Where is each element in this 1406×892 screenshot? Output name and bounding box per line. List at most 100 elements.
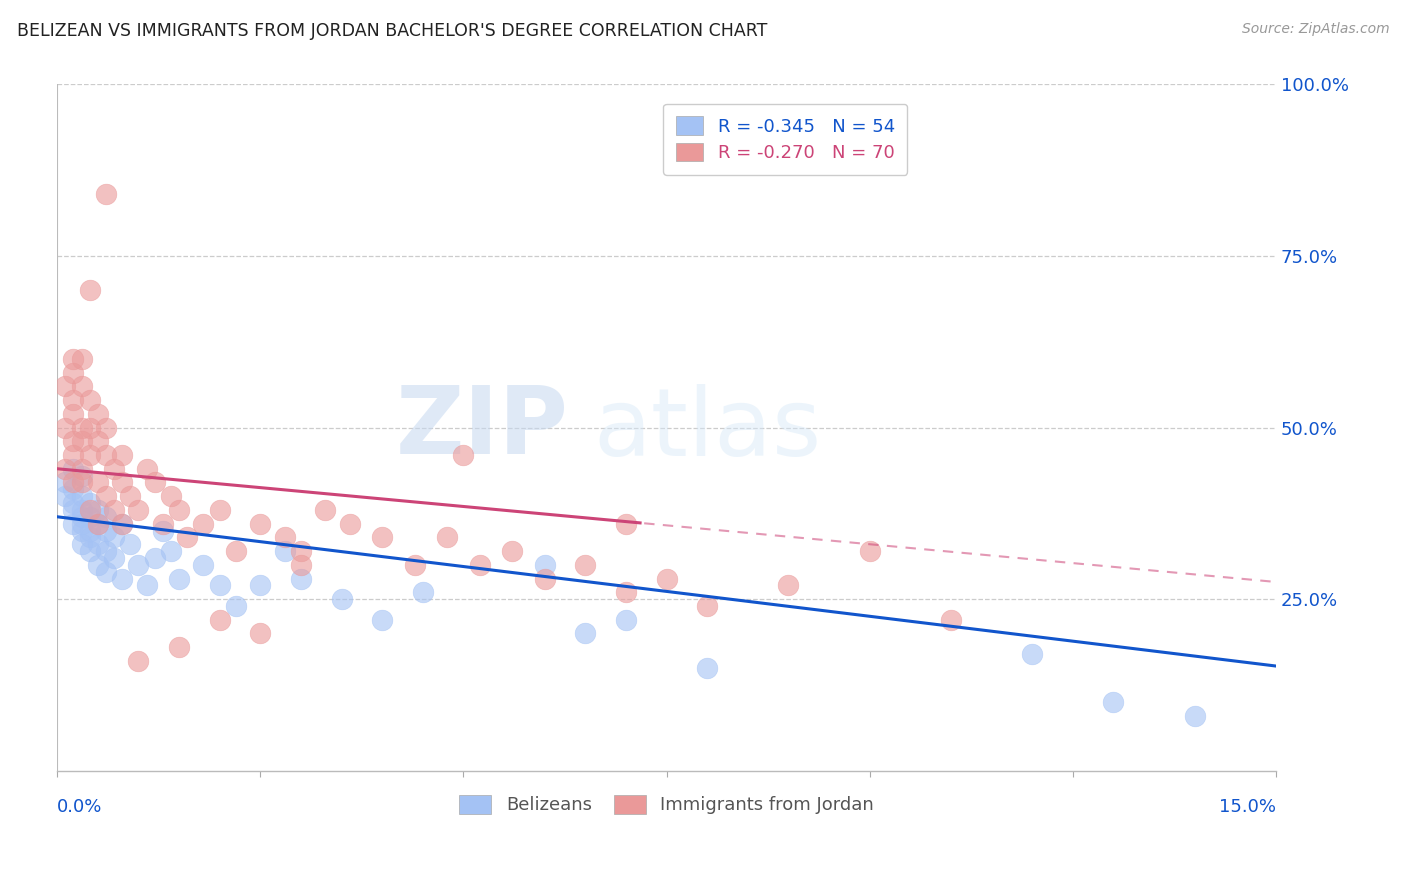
Point: [330, 592, 353, 607]
Point: [225, 544, 247, 558]
Legend: Belizeans, Immigrants from Jordan: Belizeans, Immigrants from Jordan: [450, 786, 883, 823]
Point: [53, 379, 76, 393]
Point: [143, 551, 166, 566]
Point: [87, 537, 110, 551]
Point: [70, 475, 93, 490]
Point: [94, 509, 117, 524]
Point: [111, 475, 134, 490]
Point: [453, 448, 475, 462]
Text: 0.0%: 0.0%: [58, 798, 103, 816]
Point: [574, 558, 596, 572]
Point: [249, 516, 271, 531]
Point: [120, 489, 142, 503]
Point: [62, 461, 84, 475]
Point: [273, 530, 295, 544]
Point: [62, 366, 84, 380]
Point: [70, 503, 93, 517]
Point: [79, 496, 101, 510]
Point: [249, 626, 271, 640]
Point: [193, 558, 215, 572]
Point: [79, 530, 101, 544]
Point: [160, 489, 183, 503]
Point: [103, 530, 125, 544]
Point: [120, 537, 142, 551]
Point: [62, 496, 84, 510]
Point: [94, 187, 117, 202]
Point: [70, 420, 93, 434]
Point: [62, 351, 84, 366]
Text: ZIP: ZIP: [396, 382, 569, 474]
Point: [314, 503, 336, 517]
Point: [62, 393, 84, 408]
Point: [225, 599, 247, 613]
Point: [62, 516, 84, 531]
Point: [87, 558, 110, 572]
Point: [273, 544, 295, 558]
Point: [79, 544, 101, 558]
Point: [87, 516, 110, 531]
Point: [127, 558, 149, 572]
Point: [70, 434, 93, 449]
Point: [152, 516, 174, 531]
Point: [111, 448, 134, 462]
Point: [696, 661, 718, 675]
Point: [533, 572, 555, 586]
Text: Source: ZipAtlas.com: Source: ZipAtlas.com: [1241, 22, 1389, 37]
Point: [70, 516, 93, 531]
Point: [160, 544, 183, 558]
Point: [143, 475, 166, 490]
Point: [167, 640, 190, 655]
Point: [1021, 647, 1043, 661]
Point: [53, 420, 76, 434]
Point: [94, 420, 117, 434]
Point: [87, 475, 110, 490]
Point: [290, 558, 312, 572]
Point: [62, 475, 84, 490]
Point: [62, 448, 84, 462]
Point: [62, 483, 84, 497]
Point: [778, 578, 800, 592]
Point: [208, 503, 231, 517]
Point: [94, 544, 117, 558]
Point: [152, 524, 174, 538]
Point: [79, 448, 101, 462]
Point: [655, 572, 678, 586]
Point: [290, 544, 312, 558]
Point: [208, 578, 231, 592]
Point: [127, 503, 149, 517]
Point: [103, 551, 125, 566]
Point: [87, 503, 110, 517]
Point: [167, 503, 190, 517]
Point: [70, 351, 93, 366]
Point: [53, 489, 76, 503]
Point: [94, 489, 117, 503]
Point: [1184, 708, 1206, 723]
Point: [94, 524, 117, 538]
Point: [70, 509, 93, 524]
Point: [574, 626, 596, 640]
Point: [501, 544, 523, 558]
Point: [371, 613, 394, 627]
Point: [103, 461, 125, 475]
Point: [94, 565, 117, 579]
Text: BELIZEAN VS IMMIGRANTS FROM JORDAN BACHELOR'S DEGREE CORRELATION CHART: BELIZEAN VS IMMIGRANTS FROM JORDAN BACHE…: [17, 22, 768, 40]
Point: [468, 558, 491, 572]
Point: [111, 572, 134, 586]
Point: [533, 558, 555, 572]
Point: [135, 578, 157, 592]
Point: [79, 524, 101, 538]
Point: [87, 516, 110, 531]
Point: [167, 572, 190, 586]
Point: [696, 599, 718, 613]
Point: [79, 393, 101, 408]
Point: [176, 530, 198, 544]
Point: [1102, 695, 1125, 709]
Point: [127, 654, 149, 668]
Point: [859, 544, 882, 558]
Point: [939, 613, 962, 627]
Point: [53, 475, 76, 490]
Point: [371, 530, 394, 544]
Point: [103, 503, 125, 517]
Point: [412, 585, 434, 599]
Point: [70, 379, 93, 393]
